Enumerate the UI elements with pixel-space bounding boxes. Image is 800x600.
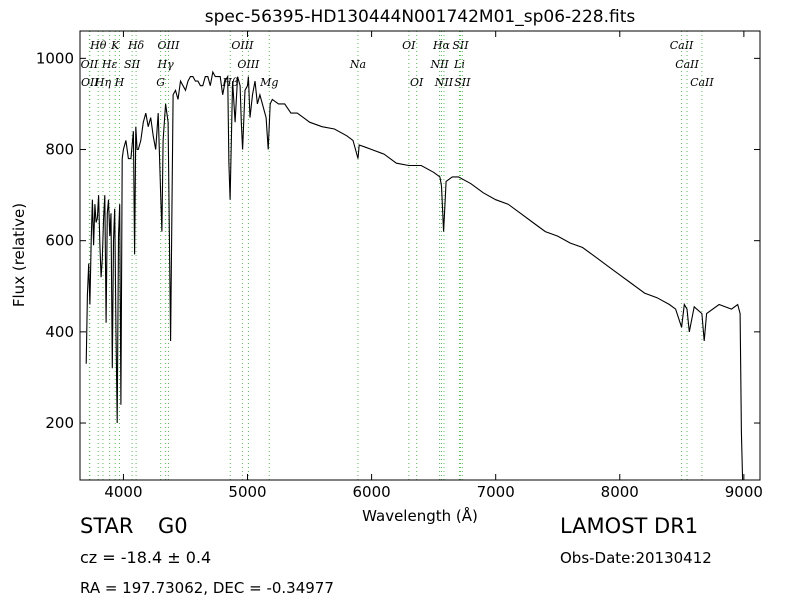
y-tick-label: 1000: [36, 49, 74, 67]
line-marker-label: CaII: [670, 39, 694, 52]
line-marker-label: CaII: [690, 76, 714, 89]
line-marker-label: Hε: [101, 58, 118, 71]
line-marker-label: OII: [81, 76, 99, 89]
line-marker-label: Li: [453, 58, 465, 71]
x-tick-label: 7000: [477, 483, 515, 501]
y-tick-label: 200: [45, 414, 74, 432]
line-marker-label: OII: [81, 58, 99, 71]
x-tick-label: 8000: [601, 483, 639, 501]
line-marker-label: Na: [349, 58, 366, 71]
line-marker-label: H: [114, 76, 125, 89]
line-marker-label: SII: [454, 76, 471, 89]
y-axis-label: Flux (relative): [10, 203, 28, 307]
spectrum-line: [85, 70, 744, 481]
line-marker-label: SII: [452, 39, 469, 52]
line-marker-label: Hη: [94, 76, 112, 89]
x-tick-label: 9000: [725, 483, 763, 501]
axis-ticks: 4000 5000 6000 7000 8000 9000 200 400 600 800 1000: [36, 31, 763, 501]
line-marker-label: OIII: [231, 39, 254, 52]
y-tick-label: 800: [45, 141, 74, 159]
line-marker-label: NII: [434, 76, 454, 89]
object-type: STAR: [80, 514, 134, 538]
line-marker-label: Mg: [259, 76, 278, 89]
line-marker-label: Hδ: [127, 39, 145, 52]
line-marker-label: OIII: [157, 39, 180, 52]
line-marker-label: OI: [410, 76, 424, 89]
redshift-value: cz = -18.4 ± 0.4: [80, 548, 212, 567]
line-marker-label: Hγ: [157, 58, 175, 71]
line-marker-label: OI: [402, 39, 416, 52]
survey-name: LAMOST DR1: [560, 514, 699, 538]
line-marker-label: Hα: [432, 39, 451, 52]
line-marker-label: CaII: [675, 58, 699, 71]
plot-frame: [79, 30, 761, 481]
x-tick-label: 6000: [353, 483, 391, 501]
x-axis-label: Wavelength (Å): [362, 506, 478, 525]
x-tick-label: 4000: [104, 483, 142, 501]
x-tick-label: 5000: [228, 483, 266, 501]
observation-date: Obs-Date:20130412: [560, 549, 712, 567]
coordinates: RA = 197.73062, DEC = -0.34977: [80, 579, 334, 597]
chart-title: spec-56395-HD130444N001742M01_sp06-228.f…: [205, 7, 636, 27]
line-marker-label: NII: [429, 58, 449, 71]
line-marker-label: K: [110, 39, 120, 52]
y-tick-label: 600: [45, 232, 74, 250]
spectral-subclass: G0: [158, 514, 188, 538]
line-marker-label: OIII: [237, 58, 260, 71]
line-marker-label: SII: [124, 58, 141, 71]
line-marker-label: G: [156, 76, 165, 89]
y-tick-label: 400: [45, 323, 74, 341]
line-marker-label: Hθ: [89, 39, 107, 52]
line-marker-label: Hβ: [221, 76, 238, 89]
